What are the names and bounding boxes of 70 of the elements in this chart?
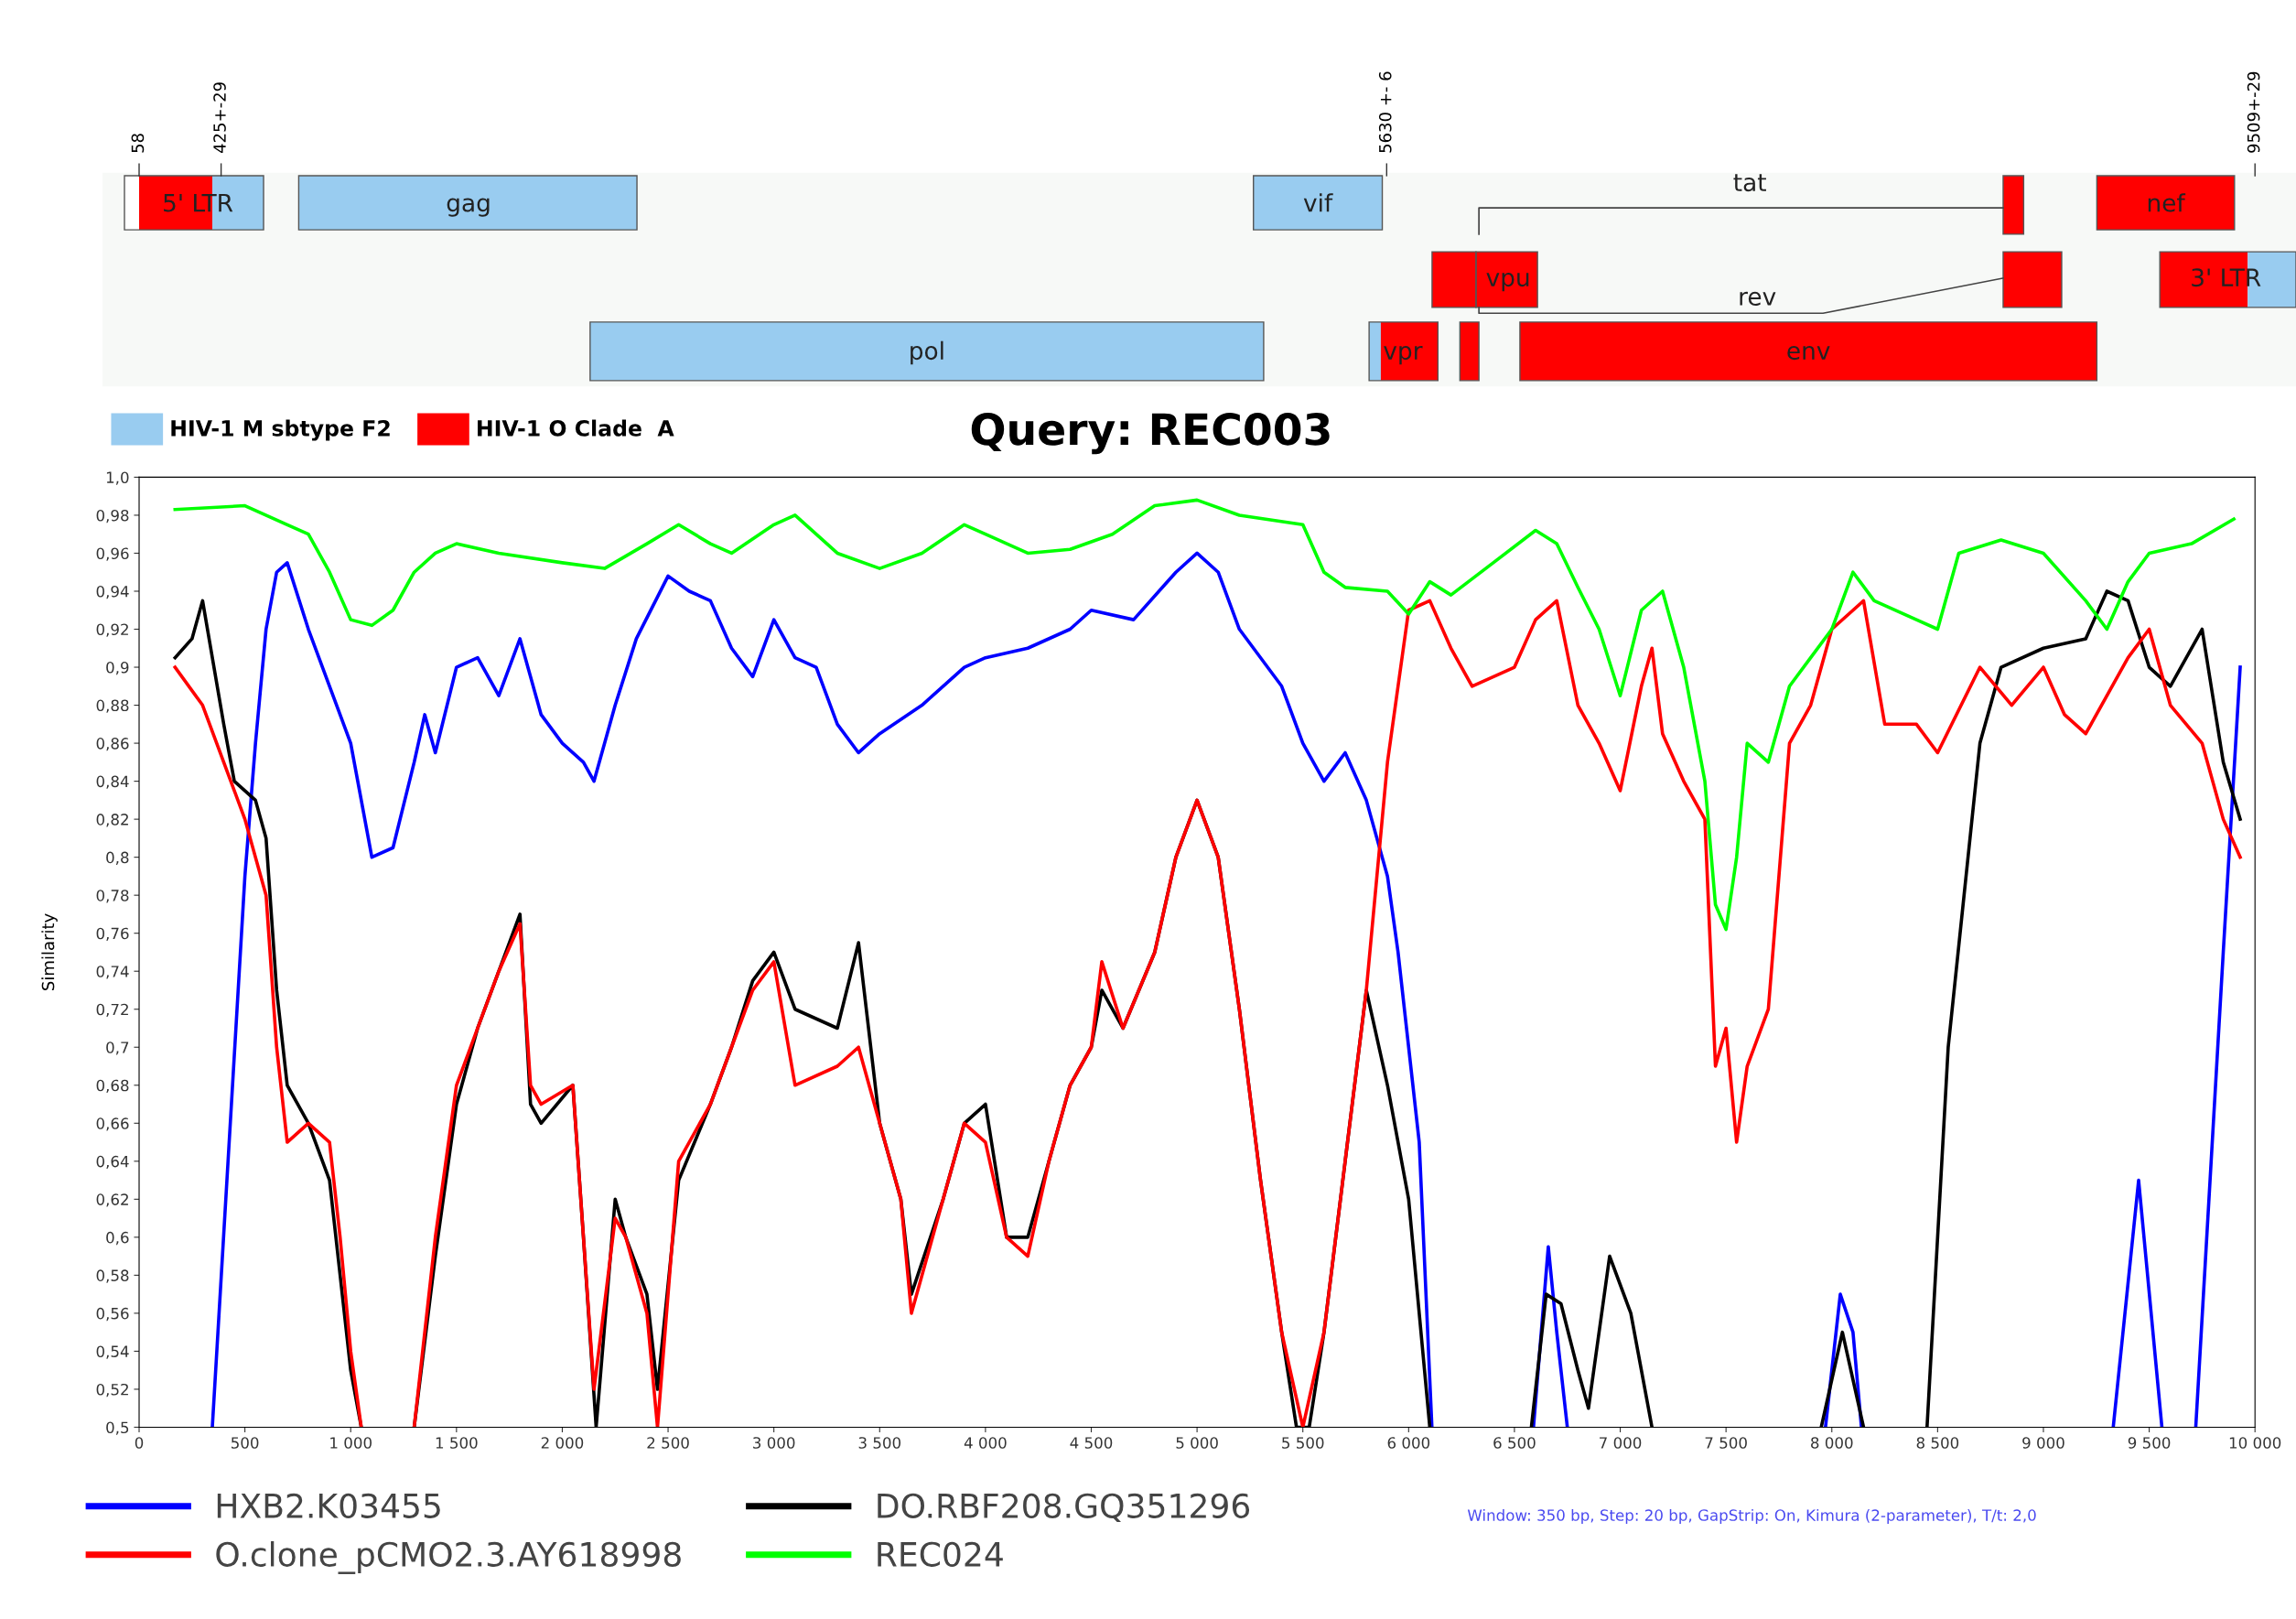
text: vif xyxy=(1303,193,1333,212)
y-tick-label: 0,6 xyxy=(106,1231,129,1246)
x-tick-label: 1 000 xyxy=(330,1437,372,1449)
y-axis-title: Similarity xyxy=(41,913,58,990)
x-tick-label: 1 500 xyxy=(436,1437,478,1449)
y-tick-label: 0,5 xyxy=(106,1421,129,1435)
x-tick-label: 6 000 xyxy=(1387,1437,1430,1449)
y-tick-label: 0,62 xyxy=(96,1193,128,1207)
text: 9509+-29 xyxy=(2247,71,2260,153)
y-tick-label: 0,66 xyxy=(96,1117,129,1131)
y-tick-label: 0,82 xyxy=(96,814,128,827)
x-tick-label: 7 500 xyxy=(1705,1437,1747,1449)
y-tick-label: 0,92 xyxy=(96,623,128,637)
text: env xyxy=(1787,345,1830,361)
text: 58 xyxy=(131,134,145,153)
y-tick-label: 0,68 xyxy=(96,1079,129,1094)
x-tick-label: 9 000 xyxy=(2022,1437,2064,1449)
y-tick-label: 0,88 xyxy=(96,699,129,713)
text: vpu xyxy=(1486,273,1529,292)
y-tick-label: 0,72 xyxy=(96,1003,128,1017)
x-tick-label: 6 500 xyxy=(1493,1437,1536,1449)
y-tick-label: 0,94 xyxy=(96,585,129,599)
y-tick-label: 0,8 xyxy=(106,851,129,865)
x-tick-label: 500 xyxy=(232,1437,259,1449)
y-tick-label: 0,98 xyxy=(96,509,129,523)
x-tick-label: 4 500 xyxy=(1070,1437,1113,1449)
x-tick-label: 8 500 xyxy=(1916,1437,1959,1449)
y-tick-label: 0,86 xyxy=(96,738,129,751)
y-tick-label: 0,9 xyxy=(106,661,129,675)
y-tick-label: 0,58 xyxy=(96,1269,129,1283)
x-tick-label: 5 500 xyxy=(1282,1437,1324,1449)
x-tick-label: 0 xyxy=(135,1437,144,1449)
text: 5630 +- 6 xyxy=(1378,71,1392,153)
text: pol xyxy=(911,340,943,365)
x-tick-label: 5 000 xyxy=(1176,1437,1218,1449)
y-tick-label: 0,96 xyxy=(96,547,129,561)
text: gag xyxy=(447,198,490,217)
legend-label: O.clone_pCMO2.3.AY618998 xyxy=(216,1541,681,1574)
legend-label: DO.RBF208.GQ351296 xyxy=(878,1493,1250,1523)
y-tick-label: 0,54 xyxy=(96,1345,129,1359)
y-tick-label: 0,52 xyxy=(96,1383,128,1398)
y-tick-label: 0,76 xyxy=(96,927,129,941)
legend-label: HIV-1 M sbtype F2 xyxy=(171,419,390,441)
y-tick-label: 0,56 xyxy=(96,1307,129,1322)
text: rev xyxy=(1740,291,1776,306)
x-tick-label: 2 500 xyxy=(647,1437,689,1449)
y-tick-label: 1,0 xyxy=(106,471,129,485)
y-tick-label: 0,7 xyxy=(106,1042,129,1055)
x-tick-label: 2 000 xyxy=(541,1437,584,1449)
x-tick-label: 9 500 xyxy=(2128,1437,2171,1449)
legend-label: REC024 xyxy=(878,1541,1003,1567)
legend-label: HXB2.K03455 xyxy=(217,1493,440,1518)
chart-title: Query: REC003 xyxy=(971,413,1330,455)
x-tick-label: 4 000 xyxy=(964,1437,1007,1449)
x-tick-label: 10 000 xyxy=(2229,1437,2281,1449)
x-tick-label: 7 000 xyxy=(1600,1437,1642,1449)
legend-label: HIV-1 O Clade A xyxy=(478,419,674,437)
y-tick-label: 0,84 xyxy=(96,775,129,789)
x-tick-label: 8 000 xyxy=(1811,1437,1853,1449)
text: 425+-29 xyxy=(213,82,226,154)
y-tick-label: 0,78 xyxy=(96,890,129,903)
text: vpr xyxy=(1384,345,1423,365)
line-series xyxy=(173,498,2236,932)
x-tick-label: 3 500 xyxy=(858,1437,901,1449)
x-tick-label: 3 000 xyxy=(753,1437,795,1449)
text: nef xyxy=(2148,193,2186,212)
text: tat xyxy=(1733,174,1766,192)
y-tick-label: 0,64 xyxy=(96,1155,129,1170)
text: Window: 350 bp, Step: 20 bp, GapStrip: On, Kimura (2-parameter), T/t: 2,0 xyxy=(1467,1508,2036,1525)
y-tick-label: 0,74 xyxy=(96,966,129,979)
